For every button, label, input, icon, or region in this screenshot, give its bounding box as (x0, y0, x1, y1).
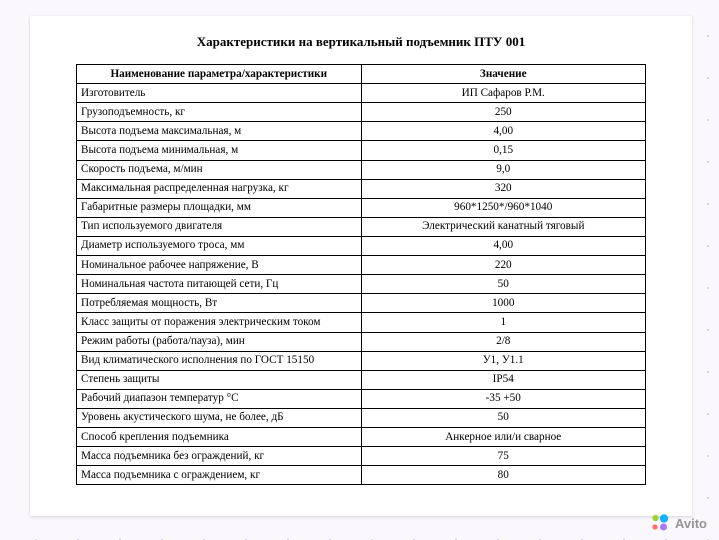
cell-value: 250 (361, 103, 646, 122)
cell-value: 75 (361, 447, 646, 466)
cell-name: Способ крепления подъемника (77, 428, 362, 447)
cell-value: 1000 (361, 294, 646, 313)
cell-name: Скорость подъема, м/мин (77, 160, 362, 179)
table-row: Номинальная частота питающей сети, Гц50 (77, 275, 646, 294)
cell-value: 220 (361, 256, 646, 275)
spec-table: Наименование параметра/характеристики Зн… (76, 64, 646, 485)
cell-value: 960*1250*/960*1040 (361, 198, 646, 217)
cell-value: 2/8 (361, 332, 646, 351)
cell-name: Номинальное рабочее напряжение, В (77, 256, 362, 275)
spec-table-body: ИзготовительИП Сафаров Р.М.Грузоподъемно… (77, 84, 646, 485)
cell-value: 320 (361, 179, 646, 198)
cell-value: -35 +50 (361, 389, 646, 408)
table-row: Степень защитыIP54 (77, 370, 646, 389)
col-header-name: Наименование параметра/характеристики (77, 65, 362, 84)
cell-name: Высота подъема минимальная, м (77, 141, 362, 160)
cell-name: Рабочий диапазон температур °С (77, 389, 362, 408)
table-row: Тип используемого двигателяЭлектрический… (77, 217, 646, 236)
table-row: Масса подъемника без ограждений, кг75 (77, 447, 646, 466)
cell-name: Режим работы (работа/пауза), мин (77, 332, 362, 351)
document-page: Характеристики на вертикальный подъемник… (30, 16, 692, 516)
table-row: Режим работы (работа/пауза), мин2/8 (77, 332, 646, 351)
cell-name: Номинальная частота питающей сети, Гц (77, 275, 362, 294)
table-row: Грузоподъемность, кг250 (77, 103, 646, 122)
table-row: Скорость подъема, м/мин9,0 (77, 160, 646, 179)
cell-value: 0,15 (361, 141, 646, 160)
cell-name: Высота подъема максимальная, м (77, 122, 362, 141)
cell-value: Электрический канатный тяговый (361, 217, 646, 236)
table-row: Вид климатического исполнения по ГОСТ 15… (77, 351, 646, 370)
cell-name: Уровень акустического шума, не более, дБ (77, 408, 362, 427)
cell-value: IP54 (361, 370, 646, 389)
col-header-value: Значение (361, 65, 646, 84)
cell-name: Диаметр используемого троса, мм (77, 236, 362, 255)
table-row: Масса подъемника с ограждением, кг80 (77, 466, 646, 485)
cell-name: Вид климатического исполнения по ГОСТ 15… (77, 351, 362, 370)
table-header-row: Наименование параметра/характеристики Зн… (77, 65, 646, 84)
avito-logo-icon (649, 512, 671, 534)
cell-value: 50 (361, 275, 646, 294)
cell-value: 80 (361, 466, 646, 485)
cell-value: 4,00 (361, 236, 646, 255)
avito-watermark-text: Avito (675, 516, 707, 531)
table-row: Габаритные размеры площадки, мм960*1250*… (77, 198, 646, 217)
page-title: Характеристики на вертикальный подъемник… (76, 34, 646, 50)
cell-name: Степень защиты (77, 370, 362, 389)
table-row: ИзготовительИП Сафаров Р.М. (77, 84, 646, 103)
cell-name: Максимальная распределенная нагрузка, кг (77, 179, 362, 198)
table-row: Уровень акустического шума, не более, дБ… (77, 408, 646, 427)
cell-name: Габаритные размеры площадки, мм (77, 198, 362, 217)
table-row: Максимальная распределенная нагрузка, кг… (77, 179, 646, 198)
cell-name: Тип используемого двигателя (77, 217, 362, 236)
table-row: Рабочий диапазон температур °С-35 +50 (77, 389, 646, 408)
table-row: Способ крепления подъемникаАнкерное или/… (77, 428, 646, 447)
table-row: Класс защиты от поражения электрическим … (77, 313, 646, 332)
cell-name: Масса подъемника без ограждений, кг (77, 447, 362, 466)
cell-name: Грузоподъемность, кг (77, 103, 362, 122)
cell-name: Масса подъемника с ограждением, кг (77, 466, 362, 485)
cell-name: Класс защиты от поражения электрическим … (77, 313, 362, 332)
table-row: Номинальное рабочее напряжение, В220 (77, 256, 646, 275)
table-row: Высота подъема максимальная, м4,00 (77, 122, 646, 141)
table-row: Диаметр используемого троса, мм4,00 (77, 236, 646, 255)
table-row: Потребляемая мощность, Вт1000 (77, 294, 646, 313)
cell-value: 4,00 (361, 122, 646, 141)
cell-name: Изготовитель (77, 84, 362, 103)
avito-watermark: Avito (649, 512, 707, 534)
cell-name: Потребляемая мощность, Вт (77, 294, 362, 313)
cell-value: 9,0 (361, 160, 646, 179)
cell-value: У1, У1.1 (361, 351, 646, 370)
cell-value: Анкерное или/и сварное (361, 428, 646, 447)
cell-value: 1 (361, 313, 646, 332)
table-row: Высота подъема минимальная, м0,15 (77, 141, 646, 160)
cell-value: ИП Сафаров Р.М. (361, 84, 646, 103)
cell-value: 50 (361, 408, 646, 427)
